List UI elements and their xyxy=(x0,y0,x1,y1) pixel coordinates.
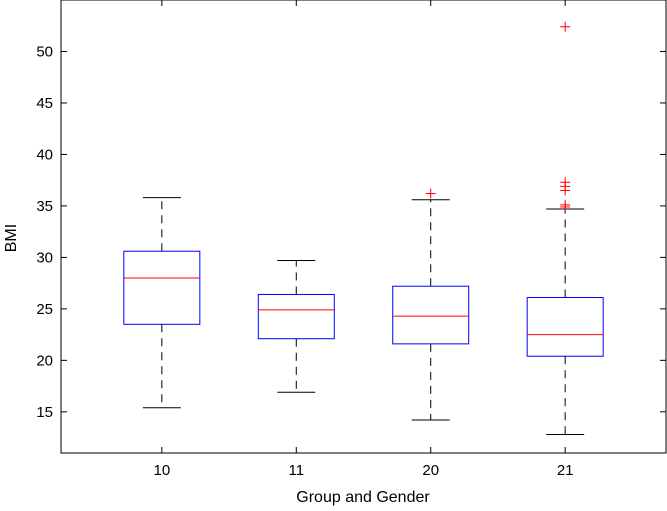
y-tick-label-45: 45 xyxy=(36,95,53,112)
y-axis-label: BMI xyxy=(3,224,20,252)
y-tick-label-20: 20 xyxy=(36,352,53,369)
axis-ticks: 15 20 25 30 35 40 45 50 10 11 20 21 xyxy=(36,0,666,479)
x-tick-label-10: 10 xyxy=(153,462,170,479)
outlier-marker-21-1 xyxy=(560,199,571,210)
box-group-11 xyxy=(257,259,335,393)
box-group-10 xyxy=(123,197,201,409)
iqr-box-20 xyxy=(392,285,470,345)
iqr-box-21 xyxy=(526,297,604,357)
y-tick-label-25: 25 xyxy=(36,301,53,318)
box-group-20 xyxy=(392,188,470,421)
y-tick-label-35: 35 xyxy=(36,198,53,215)
box-group-21 xyxy=(526,21,604,435)
chart-marks xyxy=(123,21,604,435)
outlier-marker-21-5 xyxy=(560,21,571,32)
y-tick-label-50: 50 xyxy=(36,43,53,60)
x-axis-label: Group and Gender xyxy=(296,489,430,506)
x-tick-label-11: 11 xyxy=(288,462,304,479)
x-tick-label-20: 20 xyxy=(422,462,439,479)
x-tick-label-21: 21 xyxy=(557,462,574,479)
iqr-box-10 xyxy=(123,250,201,325)
y-tick-label-40: 40 xyxy=(36,146,53,163)
iqr-box-11 xyxy=(257,293,335,340)
y-tick-label-30: 30 xyxy=(36,249,53,266)
y-tick-label-15: 15 xyxy=(36,404,53,421)
outlier-marker-21-4 xyxy=(560,177,571,188)
plot-area xyxy=(60,0,667,454)
outlier-marker-20-0 xyxy=(425,188,436,199)
